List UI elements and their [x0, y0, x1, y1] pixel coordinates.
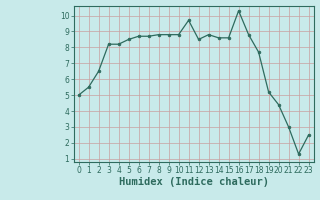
- X-axis label: Humidex (Indice chaleur): Humidex (Indice chaleur): [119, 177, 268, 187]
